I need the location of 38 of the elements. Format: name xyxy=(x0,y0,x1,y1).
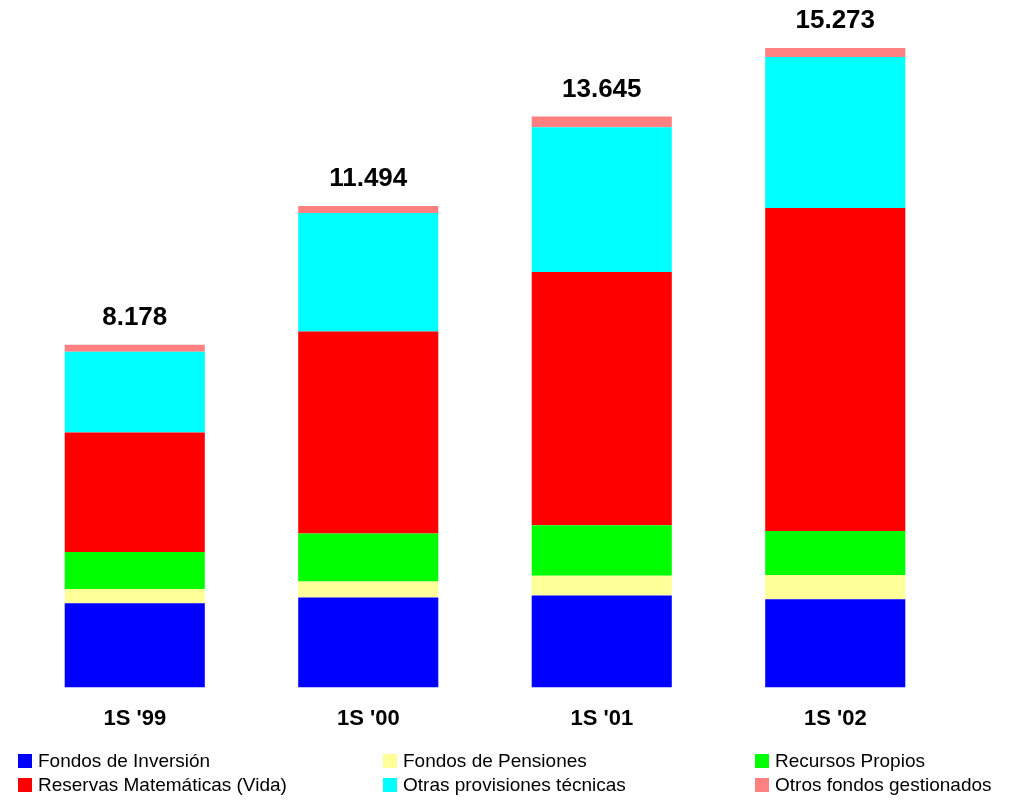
bar xyxy=(765,48,906,58)
x-tick-label: 1S '00 xyxy=(336,704,400,730)
bar xyxy=(298,597,439,688)
bar xyxy=(64,552,205,590)
bar xyxy=(531,525,672,576)
legend-label: Fondos de Inversión xyxy=(38,750,211,772)
bar xyxy=(64,603,205,688)
bar xyxy=(531,271,672,526)
x-tick-label: 1S '02 xyxy=(803,704,867,730)
bar xyxy=(64,344,205,352)
bar xyxy=(298,206,439,214)
bar xyxy=(531,127,672,272)
legend-label: Fondos de Pensiones xyxy=(403,750,587,772)
annotation: 13.645 xyxy=(561,72,642,103)
bar xyxy=(64,589,205,604)
legend-label: Otras provisiones técnicas xyxy=(403,774,626,796)
annotation: 15.273 xyxy=(795,4,876,35)
bar xyxy=(765,599,906,688)
annotation: 11.494 xyxy=(329,162,408,193)
x-tick-label: 1S '01 xyxy=(570,704,634,730)
bar xyxy=(765,530,906,576)
legend-label: Reservas Matemáticas (Vida) xyxy=(38,774,287,796)
legend-label: Otros fondos gestionados xyxy=(775,774,992,796)
annotation: 8.178 xyxy=(102,300,168,331)
x-tick-label: 1S '99 xyxy=(103,704,167,730)
legend-label: Recursos Propios xyxy=(775,750,925,772)
bar xyxy=(765,575,906,600)
bar xyxy=(531,116,672,128)
bar xyxy=(531,575,672,596)
bar xyxy=(64,351,205,433)
bar xyxy=(298,581,439,598)
bar xyxy=(298,213,439,332)
bar xyxy=(531,595,672,688)
bar xyxy=(765,207,906,531)
bar xyxy=(298,331,439,534)
bar xyxy=(64,432,205,553)
bar xyxy=(765,57,906,208)
bar xyxy=(298,533,439,582)
